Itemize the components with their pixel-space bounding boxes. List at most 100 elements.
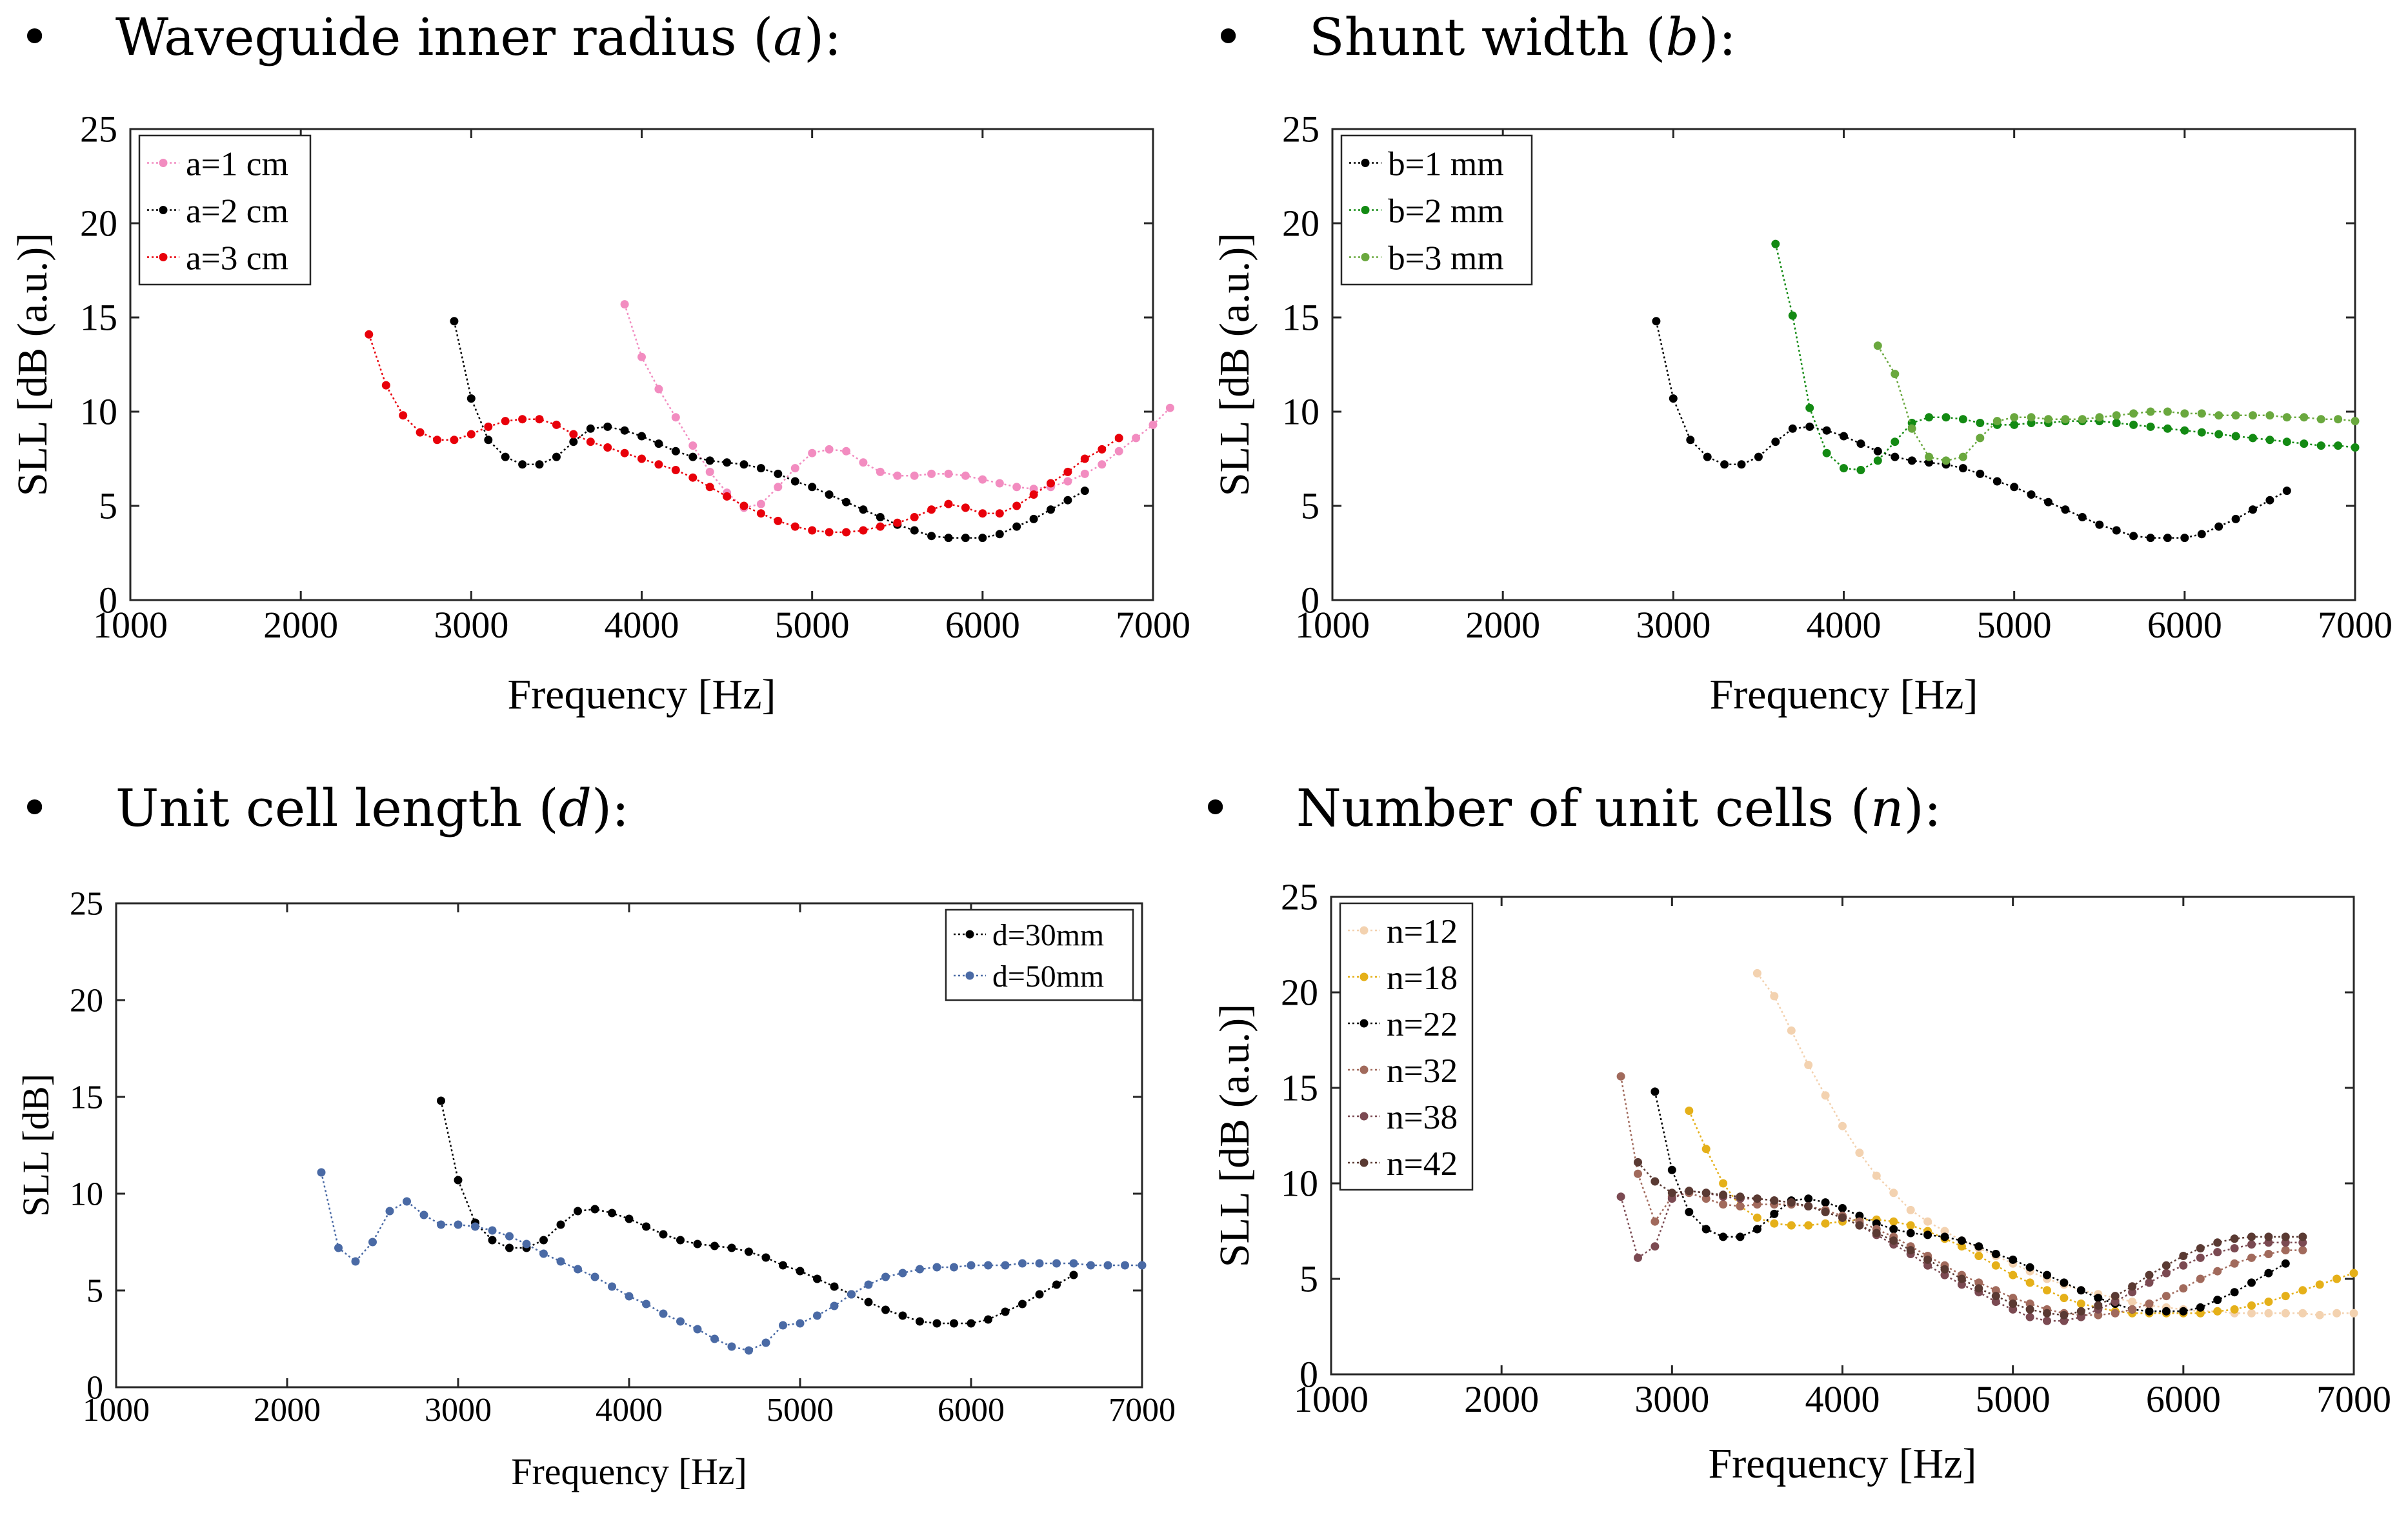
data-point bbox=[944, 499, 953, 508]
data-point bbox=[2264, 1238, 2273, 1247]
data-point bbox=[2111, 1292, 2120, 1301]
series-b=3 mm bbox=[1873, 341, 2360, 465]
data-point bbox=[590, 1272, 599, 1281]
data-point bbox=[2264, 1269, 2273, 1278]
data-point bbox=[1047, 479, 1055, 488]
data-point bbox=[671, 413, 680, 422]
legend-label: n=12 bbox=[1387, 912, 1458, 950]
data-point bbox=[1616, 1072, 1625, 1081]
data-point bbox=[756, 464, 765, 473]
data-point bbox=[1771, 437, 1780, 446]
data-point bbox=[950, 1263, 958, 1272]
data-point bbox=[1752, 968, 1761, 978]
legend: a=1 cm a=2 cm a=3 cm bbox=[138, 134, 312, 286]
data-point bbox=[1889, 1236, 1898, 1245]
data-point bbox=[1957, 1274, 1966, 1283]
data-point bbox=[586, 424, 595, 433]
data-point bbox=[1958, 452, 1967, 461]
data-point bbox=[1719, 1232, 1728, 1241]
data-point bbox=[2179, 1261, 2188, 1270]
data-point bbox=[1856, 439, 1865, 448]
data-point bbox=[1788, 424, 1797, 433]
data-point bbox=[2128, 1298, 2137, 1306]
data-point bbox=[2281, 1232, 2290, 1241]
data-point bbox=[1770, 1209, 1779, 1218]
data-point bbox=[932, 1319, 941, 1328]
data-point bbox=[454, 1220, 463, 1229]
data-point bbox=[1063, 467, 1072, 476]
data-point bbox=[637, 454, 646, 463]
series-line bbox=[1688, 1110, 2354, 1314]
x-tick-label: 7000 bbox=[2318, 604, 2393, 646]
data-point bbox=[2129, 409, 2138, 418]
data-point bbox=[864, 1298, 873, 1307]
series-a=3 cm bbox=[365, 330, 1123, 537]
x-tick-label: 1000 bbox=[1295, 604, 1370, 646]
data-point bbox=[2179, 1307, 2188, 1316]
data-point bbox=[1873, 446, 1882, 456]
chart-shunt-width: 1000 2000 3000 4000 5000 6000 7000 0 5 10 15 20 25 Fr… bbox=[1211, 108, 2393, 718]
x-axis-label: Frequency [Hz] bbox=[1709, 1440, 1977, 1487]
data-point bbox=[2298, 1232, 2307, 1241]
data-point bbox=[501, 452, 510, 461]
data-point bbox=[654, 439, 663, 448]
data-point bbox=[813, 1274, 821, 1283]
data-point bbox=[1821, 1219, 1830, 1228]
data-point bbox=[2197, 409, 2206, 418]
data-point bbox=[2112, 419, 2121, 427]
data-point bbox=[1063, 496, 1072, 505]
data-point bbox=[2027, 490, 2036, 499]
data-point bbox=[1873, 341, 1882, 350]
data-point bbox=[910, 513, 919, 521]
data-point bbox=[1667, 1194, 1676, 1203]
legend-swatch-marker bbox=[1361, 159, 1370, 167]
data-point bbox=[723, 492, 732, 501]
data-point bbox=[830, 1301, 839, 1310]
data-point bbox=[761, 1338, 770, 1347]
data-point bbox=[2265, 436, 2274, 445]
x-tick-label: 5000 bbox=[767, 1392, 834, 1429]
data-point bbox=[2282, 487, 2291, 496]
data-point bbox=[1991, 1292, 2000, 1301]
data-point bbox=[745, 1346, 753, 1355]
legend-label: b=2 mm bbox=[1388, 192, 1504, 230]
data-point bbox=[727, 1342, 736, 1351]
data-point bbox=[995, 530, 1004, 539]
data-point bbox=[1667, 1189, 1676, 1198]
x-tick-label: 7000 bbox=[1109, 1392, 1176, 1429]
data-point bbox=[2247, 1240, 2256, 1249]
data-point bbox=[2213, 1238, 2222, 1247]
data-point bbox=[2197, 428, 2206, 437]
data-point bbox=[659, 1309, 668, 1318]
data-point bbox=[898, 1269, 907, 1278]
data-point bbox=[950, 1319, 958, 1328]
data-point bbox=[2281, 1292, 2290, 1301]
data-point bbox=[2247, 1253, 2256, 1262]
data-point bbox=[2315, 1280, 2324, 1289]
data-point bbox=[2316, 441, 2325, 450]
data-point bbox=[603, 422, 612, 431]
data-point bbox=[574, 1207, 582, 1216]
x-tick-label: 6000 bbox=[2146, 1378, 2221, 1420]
data-point bbox=[2351, 417, 2360, 426]
data-point bbox=[1634, 1253, 1642, 1262]
data-point bbox=[693, 1325, 702, 1334]
data-point bbox=[2043, 1316, 2051, 1325]
data-point bbox=[2111, 1298, 2120, 1306]
data-point bbox=[437, 1220, 445, 1229]
data-point bbox=[1029, 490, 1038, 499]
data-point bbox=[1685, 1107, 1694, 1115]
data-point bbox=[842, 446, 850, 456]
data-point bbox=[2095, 520, 2104, 529]
data-point bbox=[1080, 454, 1089, 463]
data-point bbox=[2060, 1294, 2069, 1303]
data-point bbox=[1992, 417, 2002, 426]
legend-label: n=38 bbox=[1387, 1098, 1458, 1136]
legend-label: a=1 cm bbox=[186, 145, 288, 183]
data-point bbox=[1957, 1242, 1966, 1251]
data-point bbox=[688, 441, 697, 450]
legend: d=30mm d=50mm bbox=[945, 908, 1134, 1001]
data-point bbox=[978, 475, 987, 484]
data-point bbox=[1686, 436, 1695, 445]
